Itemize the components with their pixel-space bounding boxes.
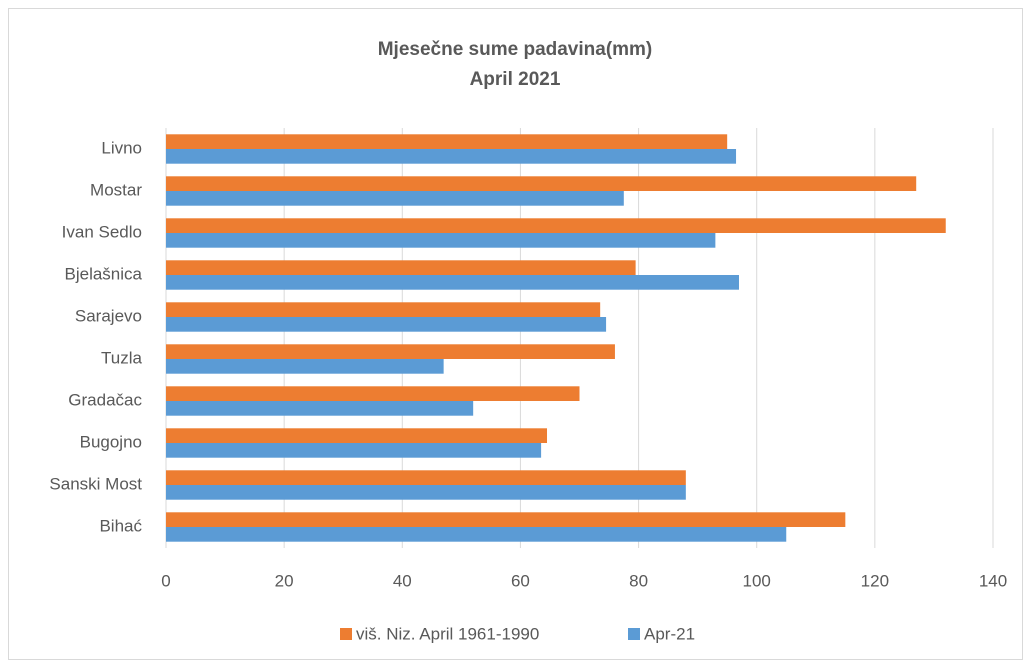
bar [166, 302, 601, 317]
chart-title: Mjesečne sume padavina(mm) [378, 39, 653, 60]
x-tick-label: 80 [629, 571, 648, 590]
bar [166, 470, 686, 485]
y-tick-label: Bugojno [80, 432, 142, 451]
y-tick-label: Gradačac [68, 390, 142, 409]
bar [166, 386, 580, 401]
bar [166, 134, 728, 149]
x-tick-label: 0 [161, 571, 170, 590]
bar [166, 275, 739, 290]
bar [166, 344, 615, 359]
y-tick-label: Mostar [90, 180, 142, 199]
y-tick-label: Bjelašnica [65, 264, 143, 283]
bar [166, 527, 787, 542]
bar [166, 359, 444, 374]
bar [166, 428, 548, 443]
y-tick-label: Ivan Sedlo [62, 222, 142, 241]
x-tick-label: 20 [275, 571, 294, 590]
y-tick-label: Sarajevo [75, 306, 142, 325]
legend-label: viš. Niz. April 1961-1990 [356, 624, 539, 643]
legend-swatch [628, 628, 640, 640]
bar [166, 149, 737, 164]
bar [166, 512, 846, 527]
chart-border [8, 8, 1023, 660]
bar [166, 218, 946, 233]
legend-label: Apr-21 [644, 624, 695, 643]
bar [166, 485, 686, 500]
bar [166, 443, 542, 458]
bar [166, 317, 607, 332]
x-tick-label: 140 [979, 571, 1007, 590]
chart-subtitle: April 2021 [470, 69, 561, 90]
bar [166, 233, 716, 248]
x-tick-label: 100 [743, 571, 771, 590]
y-tick-label: Livno [101, 138, 142, 157]
y-tick-label: Bihać [99, 516, 142, 535]
x-tick-label: 40 [393, 571, 412, 590]
x-tick-label: 60 [511, 571, 530, 590]
y-tick-label: Sanski Most [49, 474, 142, 493]
x-tick-label: 120 [861, 571, 889, 590]
legend-swatch [340, 628, 352, 640]
bar [166, 176, 917, 191]
bar [166, 260, 636, 275]
bar [166, 191, 624, 206]
y-tick-label: Tuzla [101, 348, 142, 367]
bar [166, 401, 474, 416]
